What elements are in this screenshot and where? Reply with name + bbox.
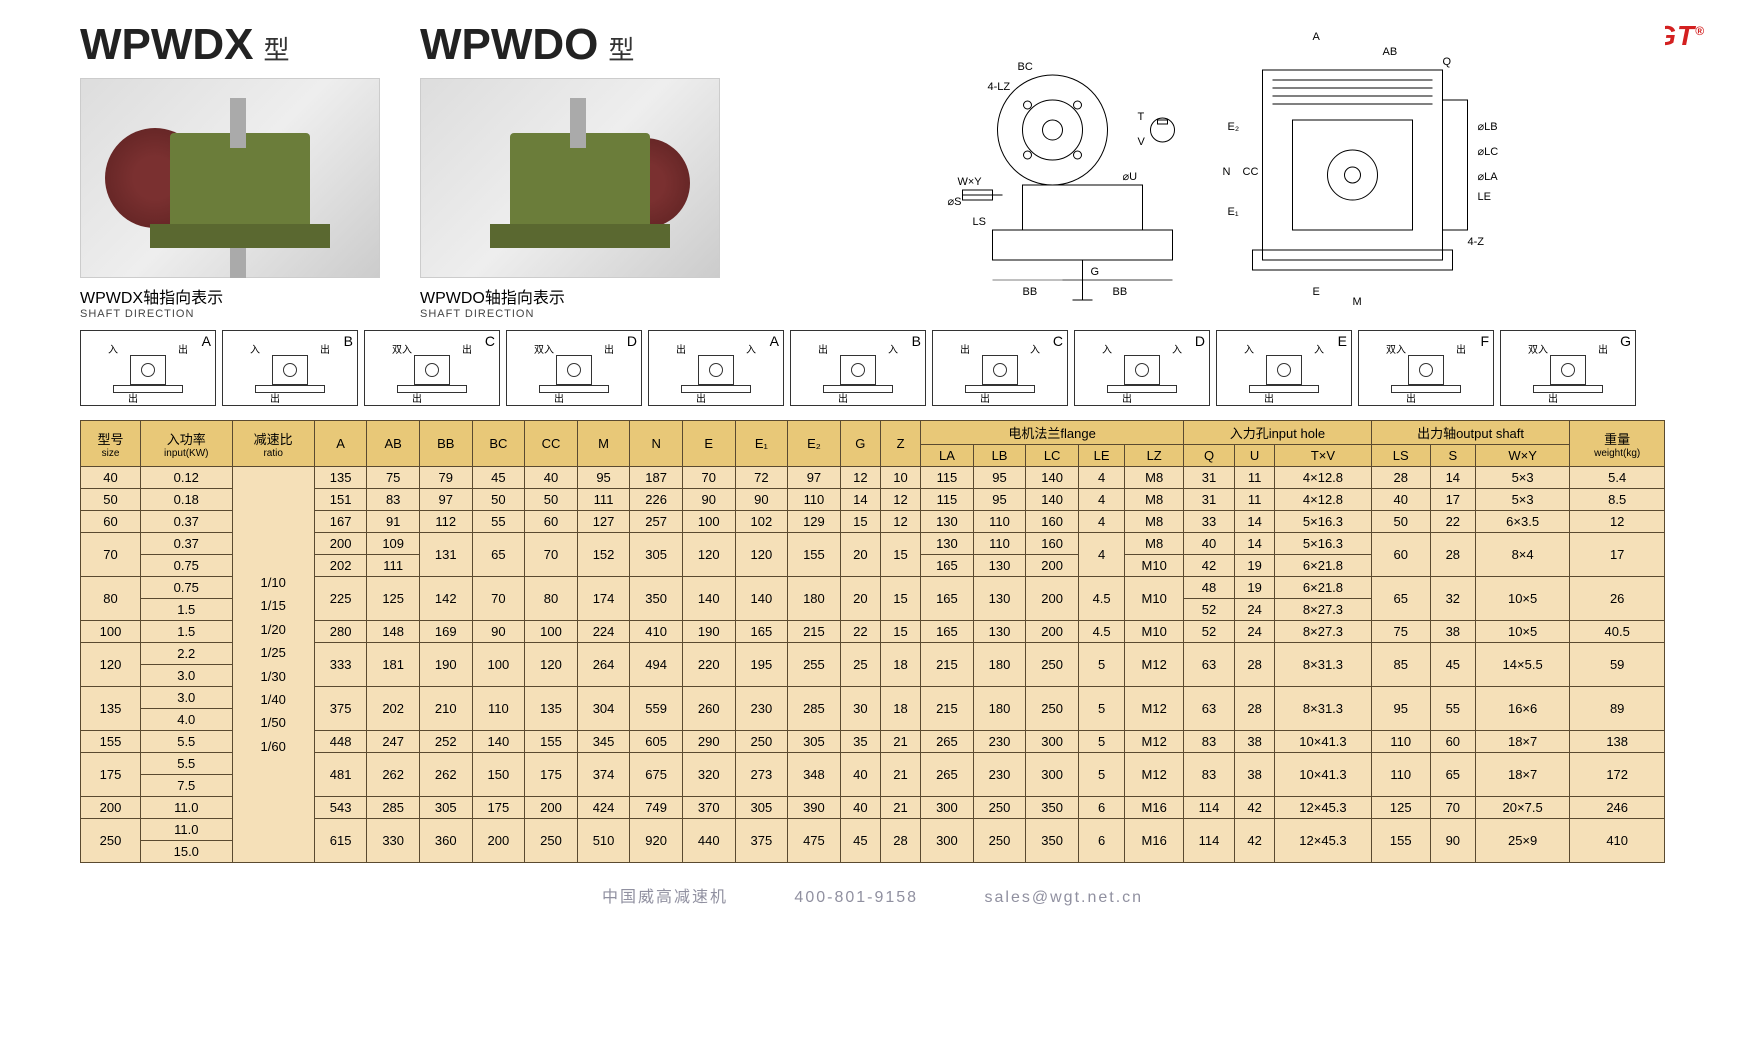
svg-text:E₁: E₁: [1228, 206, 1239, 218]
svg-text:AB: AB: [1383, 46, 1398, 58]
svg-text:LE: LE: [1478, 191, 1491, 203]
svg-text:M: M: [1353, 296, 1362, 308]
footer-email: sales@wgt.net.cn: [985, 889, 1144, 906]
svg-text:⌀S: ⌀S: [948, 196, 962, 208]
svg-text:E₂: E₂: [1228, 121, 1240, 133]
model-name-wpwdo: WPWDO: [420, 20, 598, 70]
table-row: 400.121/10 1/15 1/20 1/25 1/30 1/40 1/50…: [81, 467, 1665, 489]
table-row: 1755.54812622621501753746753202733484021…: [81, 753, 1665, 775]
svg-text:E: E: [1313, 286, 1320, 298]
table-row: 1353.03752022101101353045592602302853018…: [81, 687, 1665, 709]
direction-cell: E 入 入 出: [1216, 330, 1352, 406]
svg-text:N: N: [1223, 166, 1231, 178]
model-type-suffix: 型: [608, 30, 634, 67]
svg-text:Q: Q: [1443, 56, 1452, 68]
shaft-direction-en-wpwdo: SHAFT DIRECTION: [420, 308, 720, 320]
svg-text:CC: CC: [1243, 166, 1259, 178]
page-footer: 中国威高减速机 400-801-9158 sales@wgt.net.cn: [80, 883, 1665, 907]
table-row: 500.181518397505011122690901101412115951…: [81, 489, 1665, 511]
svg-text:BB: BB: [1023, 286, 1038, 298]
product-wpwdo: WPWDO 型 WPWDO轴指向表示 SHAFT DIRECTION: [420, 20, 720, 320]
direction-cell: A 入 出 出: [80, 330, 216, 406]
specification-table: 型号size 入功率input(KW) 减速比ratio A AB BB BC …: [80, 420, 1665, 863]
svg-text:⌀LA: ⌀LA: [1478, 171, 1499, 183]
table-row: 600.371679111255601272571001021291512130…: [81, 511, 1665, 533]
svg-text:BB: BB: [1113, 286, 1128, 298]
table-row: 1555.54482472521401553456052902503053521…: [81, 731, 1665, 753]
product-wpwdx: WPWDX 型 WPWDX轴指向表示 SHAFT DIRECTION: [80, 20, 380, 320]
svg-text:A: A: [1313, 31, 1321, 43]
model-name-wpwdx: WPWDX: [80, 20, 254, 70]
svg-text:4-Z: 4-Z: [1468, 236, 1485, 248]
technical-drawing: BC 4-LZ W×Y ⌀S LS BB BB G T V ⌀U: [760, 20, 1665, 310]
svg-text:4-LZ: 4-LZ: [988, 81, 1011, 93]
table-row: 20011.0543285305175200424749370305390402…: [81, 797, 1665, 819]
table-row: 1202.23331811901001202644942201952552518…: [81, 643, 1665, 665]
svg-text:⌀LC: ⌀LC: [1478, 146, 1499, 158]
direction-cell: G 双入 出 出: [1500, 330, 1636, 406]
svg-text:T: T: [1138, 111, 1145, 123]
direction-cell: D 双入 出 出: [506, 330, 642, 406]
svg-text:⌀U: ⌀U: [1123, 171, 1138, 183]
table-row: 700.372001091316570152305120120155201513…: [81, 533, 1665, 555]
direction-cell: C 双入 出 出: [364, 330, 500, 406]
product-photo-wpwdo: [420, 78, 720, 278]
shaft-direction-label-wpwdo: WPWDO轴指向表示: [420, 284, 720, 308]
product-photo-wpwdx: [80, 78, 380, 278]
direction-cell: B 出 入 出: [790, 330, 926, 406]
svg-text:V: V: [1138, 136, 1146, 148]
direction-cell: F 双入 出 出: [1358, 330, 1494, 406]
svg-text:BC: BC: [1018, 61, 1033, 73]
svg-text:W×Y: W×Y: [958, 176, 983, 188]
direction-cell: C 出 入 出: [932, 330, 1068, 406]
footer-company: 中国威高减速机: [602, 889, 728, 906]
table-row: 800.752251251427080174350140140180201516…: [81, 577, 1665, 599]
svg-text:⌀LB: ⌀LB: [1478, 121, 1498, 133]
shaft-direction-en-wpwdx: SHAFT DIRECTION: [80, 308, 380, 320]
table-row: 25011.0615330360200250510920440375475452…: [81, 819, 1665, 841]
svg-text:G: G: [1091, 266, 1100, 278]
footer-phone: 400-801-9158: [794, 889, 918, 906]
direction-cell: A 出 入 出: [648, 330, 784, 406]
direction-cell: D 入 入 出: [1074, 330, 1210, 406]
table-row: 1001.52801481699010022441019016521522151…: [81, 621, 1665, 643]
direction-cell: B 入 出 出: [222, 330, 358, 406]
direction-diagrams-row: A 入 出 出 B 入 出 出 C 双入 出 出 D 双入 出 出 A 出 入 …: [80, 330, 1665, 406]
svg-text:LS: LS: [973, 216, 986, 228]
shaft-direction-label-wpwdx: WPWDX轴指向表示: [80, 284, 380, 308]
model-type-suffix: 型: [264, 30, 290, 67]
